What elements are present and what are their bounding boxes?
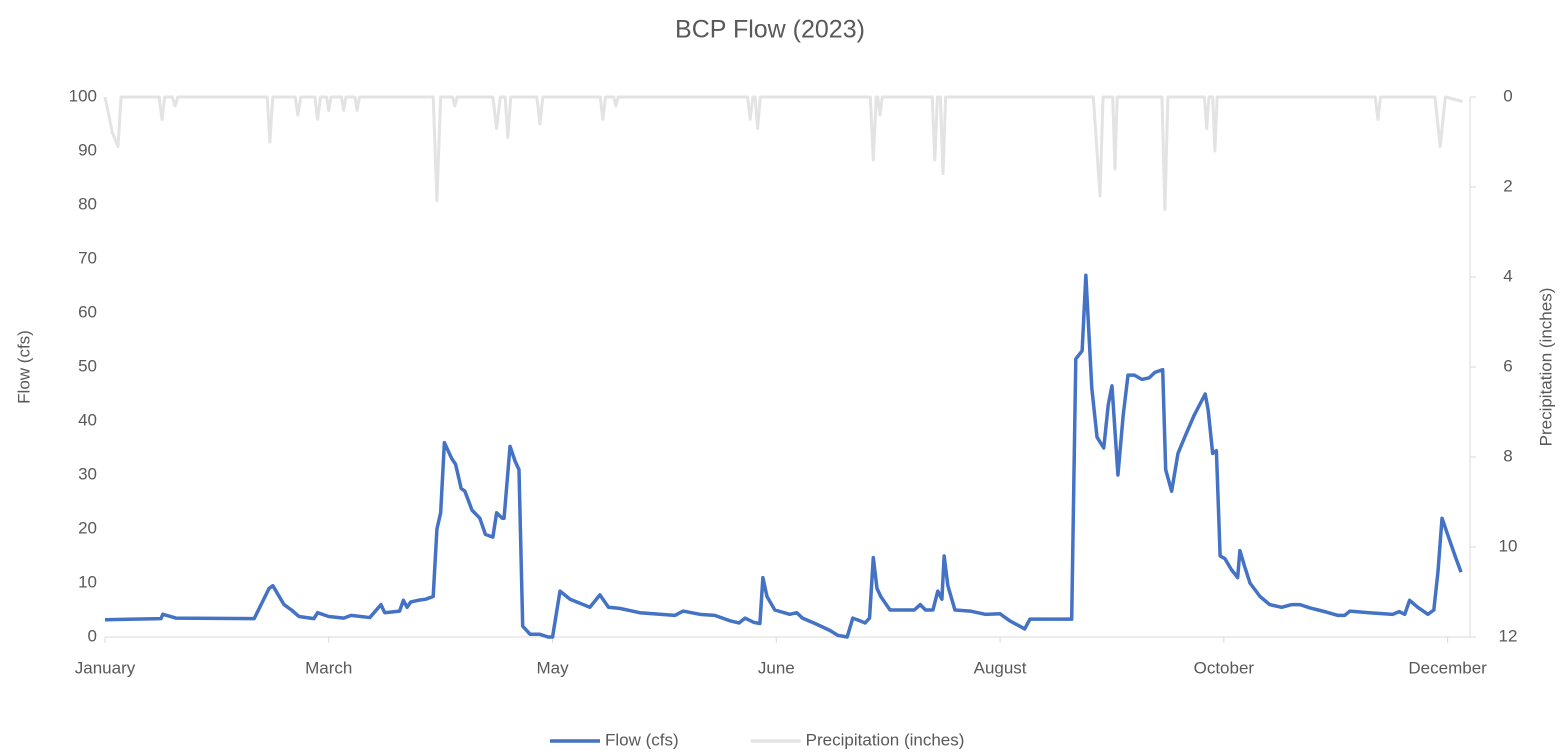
y-tick-label: 60 bbox=[78, 302, 97, 321]
chart-title: BCP Flow (2023) bbox=[675, 16, 865, 44]
data-line bbox=[104, 273, 1463, 639]
y-tick-label: 20 bbox=[78, 518, 97, 537]
y2-tick-label: 10 bbox=[1499, 536, 1518, 555]
y2-tick-label: 4 bbox=[1503, 266, 1512, 285]
legend-label: Precipitation (inches) bbox=[806, 730, 965, 749]
y-tick-label: 40 bbox=[78, 410, 97, 429]
y-tick-label: 10 bbox=[78, 572, 97, 591]
data-line bbox=[103, 95, 1463, 211]
y2-tick-label: 8 bbox=[1503, 446, 1512, 465]
x-tick-label: August bbox=[974, 658, 1027, 677]
x-tick-label: January bbox=[75, 658, 136, 677]
y-tick-label: 100 bbox=[69, 86, 97, 105]
x-tick-label: March bbox=[305, 658, 352, 677]
y-tick-label: 70 bbox=[78, 248, 97, 267]
y2-axis-label: Precipitation (inches) bbox=[1536, 288, 1555, 447]
x-tick-label: June bbox=[758, 658, 795, 677]
y2-tick-label: 12 bbox=[1499, 626, 1518, 645]
legend-label: Flow (cfs) bbox=[605, 730, 679, 749]
y-tick-label: 50 bbox=[78, 356, 97, 375]
y-tick-label: 80 bbox=[78, 194, 97, 213]
y-axis-label: Flow (cfs) bbox=[14, 330, 33, 404]
y2-tick-label: 2 bbox=[1503, 176, 1512, 195]
y-tick-label: 0 bbox=[88, 626, 97, 645]
x-tick-label: October bbox=[1194, 658, 1255, 677]
y2-tick-label: 0 bbox=[1503, 86, 1512, 105]
y-tick-label: 30 bbox=[78, 464, 97, 483]
x-tick-label: December bbox=[1408, 658, 1487, 677]
y-tick-label: 90 bbox=[78, 140, 97, 159]
x-tick-label: May bbox=[536, 658, 569, 677]
y2-tick-label: 6 bbox=[1503, 356, 1512, 375]
